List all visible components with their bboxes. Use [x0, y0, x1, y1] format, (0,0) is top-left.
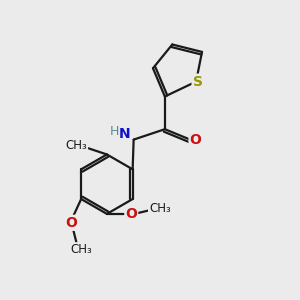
- Text: CH₃: CH₃: [149, 202, 171, 215]
- Text: O: O: [65, 216, 77, 230]
- Text: O: O: [125, 207, 137, 221]
- Text: O: O: [190, 133, 201, 147]
- Text: CH₃: CH₃: [65, 139, 87, 152]
- Text: CH₃: CH₃: [70, 243, 92, 256]
- Text: H: H: [110, 125, 119, 138]
- Text: S: S: [193, 75, 202, 88]
- Text: N: N: [119, 127, 130, 141]
